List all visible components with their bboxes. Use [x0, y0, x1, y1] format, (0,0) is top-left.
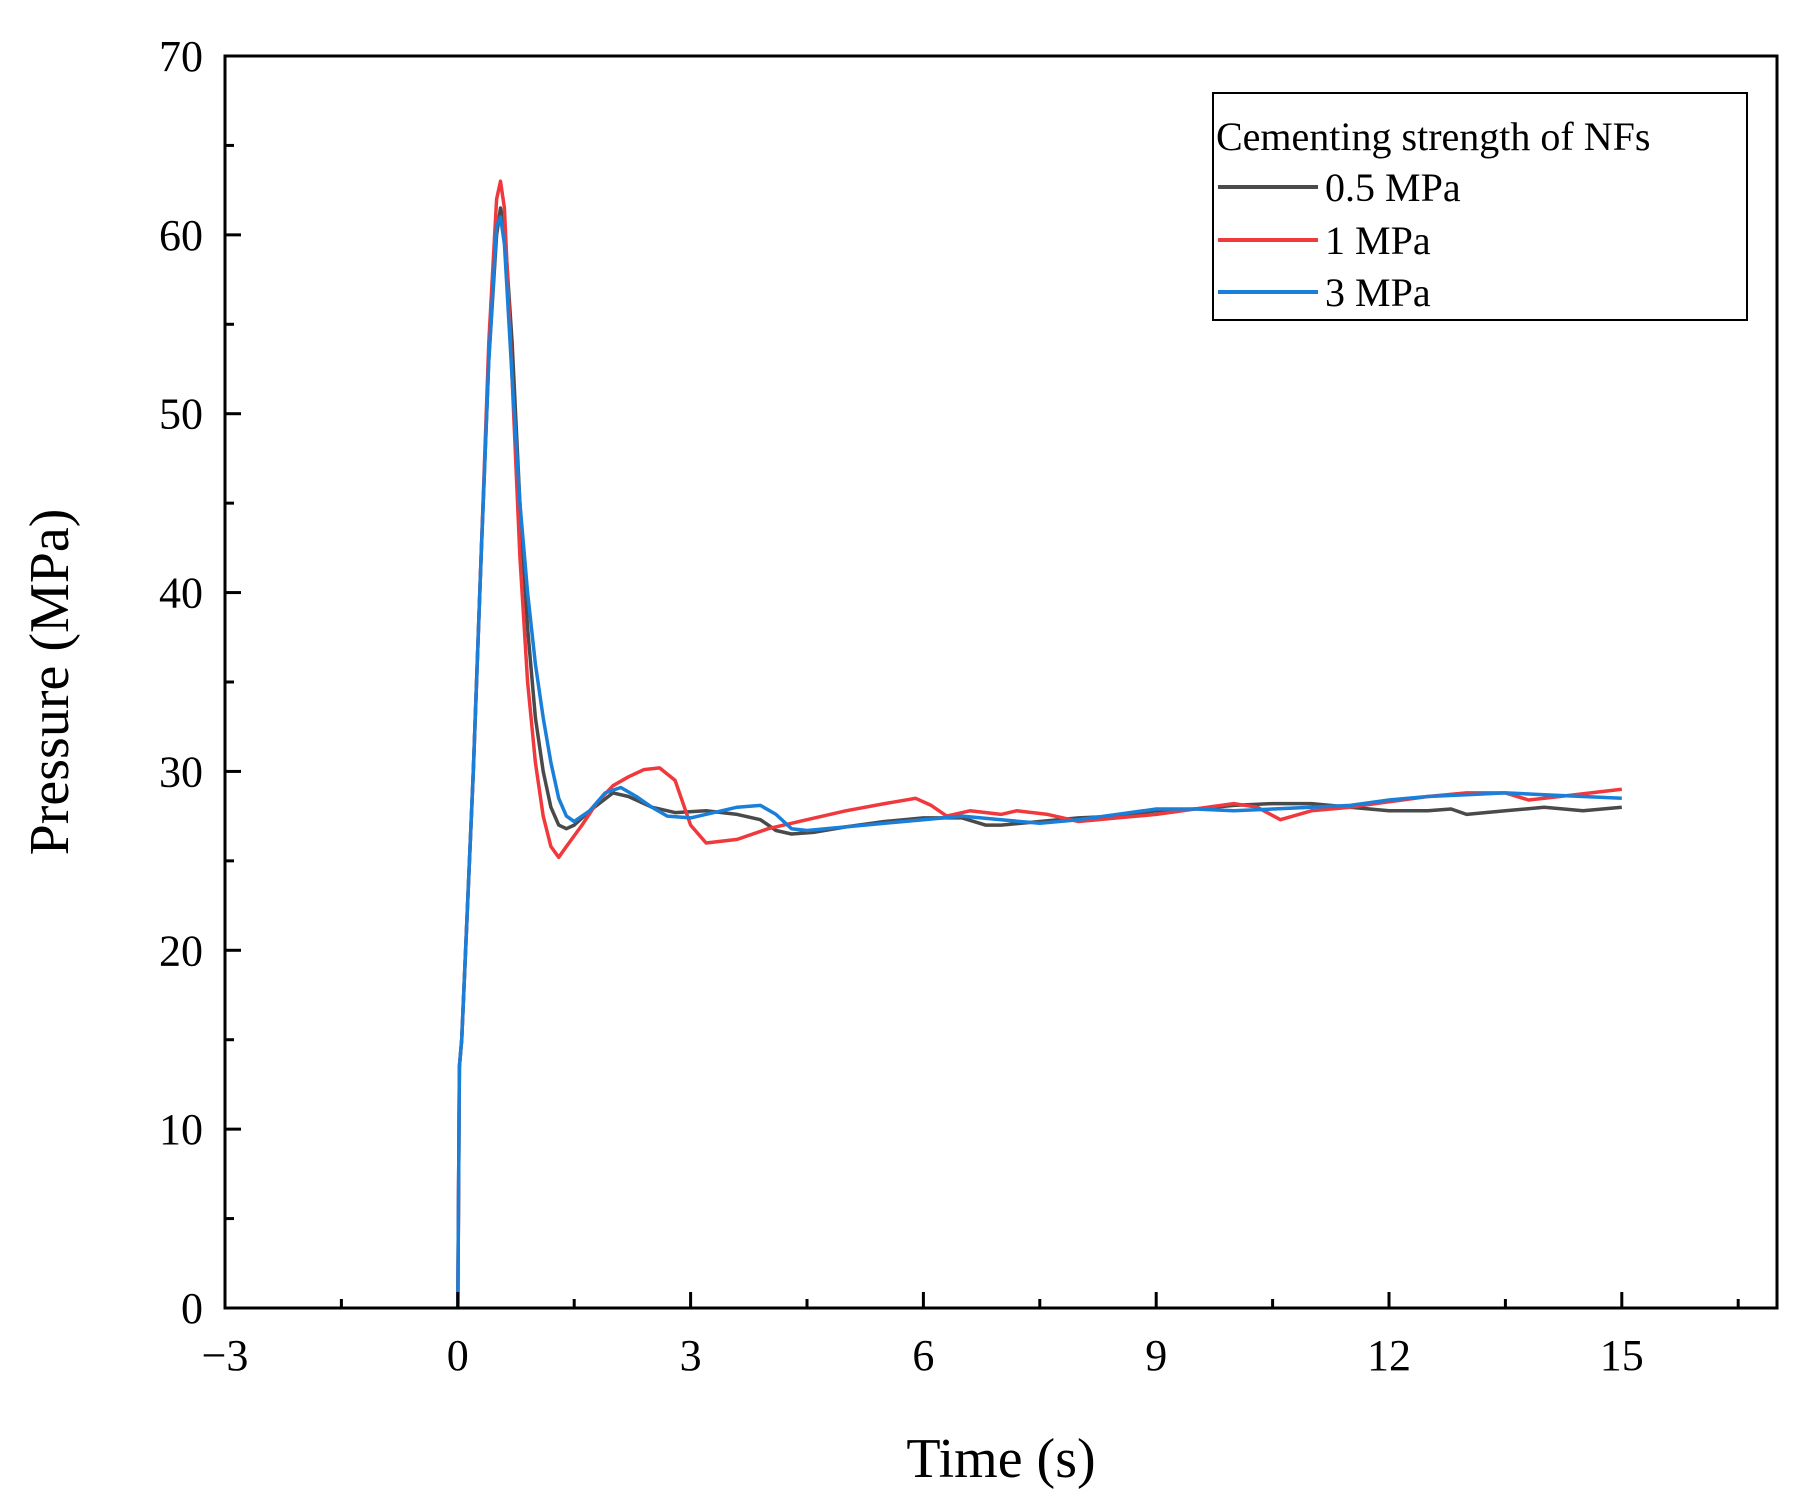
y-tick-label: 50	[159, 390, 203, 439]
tick-marks	[223, 54, 1740, 1310]
y-axis-title: Pressure (MPa)	[19, 509, 81, 856]
x-tick-label: −3	[202, 1331, 249, 1380]
x-tick-label: 0	[447, 1331, 469, 1380]
x-tick-label: 15	[1600, 1331, 1644, 1380]
legend-label-0-5-mpa: 0.5 MPa	[1325, 165, 1461, 210]
x-axis-title: Time (s)	[906, 1428, 1095, 1490]
series-layer	[456, 179, 1623, 1309]
y-tick-labels: 0 10 20 30 40 50 60 70	[159, 32, 203, 1333]
y-tick-label: 70	[159, 32, 203, 81]
x-tick-label: 3	[680, 1331, 702, 1380]
y-tick-label: 60	[159, 211, 203, 260]
legend-label-3-mpa: 3 MPa	[1325, 270, 1431, 315]
y-tick-label: 30	[159, 747, 203, 796]
series-line-3-mpa	[456, 215, 1622, 1309]
legend-label-1-mpa: 1 MPa	[1325, 218, 1431, 263]
x-tick-labels: −3 0 3 6 9 12 15	[202, 1331, 1644, 1380]
series-line-0-5-mpa	[456, 206, 1622, 1309]
x-tick-label: 9	[1145, 1331, 1167, 1380]
series-line-1-mpa	[456, 179, 1623, 1309]
y-tick-label: 40	[159, 569, 203, 618]
y-tick-label: 10	[159, 1105, 203, 1154]
legend-title: Cementing strength of NFs	[1216, 114, 1650, 159]
x-tick-label: 12	[1367, 1331, 1411, 1380]
legend-box	[1212, 92, 1748, 321]
legend: Cementing strength of NFs 0.5 MPa 1 MPa …	[1212, 92, 1748, 321]
x-tick-label: 6	[912, 1331, 934, 1380]
y-tick-label: 0	[181, 1284, 203, 1333]
y-tick-label: 20	[159, 926, 203, 975]
